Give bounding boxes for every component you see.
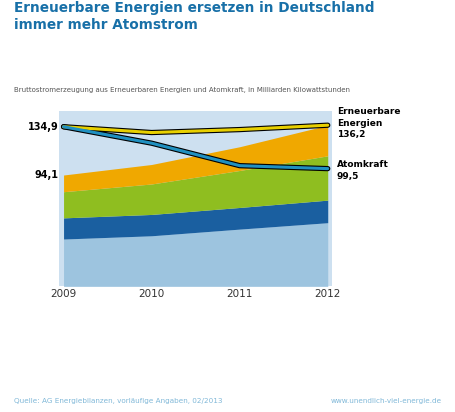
Text: Quelle: AG Energiebilanzen, vorläufige Angaben, 02/2013: Quelle: AG Energiebilanzen, vorläufige A… xyxy=(14,398,222,405)
Text: 134,9: 134,9 xyxy=(27,122,58,132)
Text: Erneuerbare
Energien
136,2: Erneuerbare Energien 136,2 xyxy=(337,107,400,139)
Text: Bruttostromerzeugung aus Erneuerbaren Energien und Atomkraft, in Milliarden Kilo: Bruttostromerzeugung aus Erneuerbaren En… xyxy=(14,87,349,93)
Text: Die Stromproduktion aus Erneuerbaren Energien
hat sich seit 2010 um rund 32 Proz: Die Stromproduktion aus Erneuerbaren Ene… xyxy=(18,290,318,327)
Text: Atomkraft
99,5: Atomkraft 99,5 xyxy=(337,160,389,181)
Text: 94,1: 94,1 xyxy=(34,170,58,180)
Text: www.unendlich-viel-energie.de: www.unendlich-viel-energie.de xyxy=(330,398,441,405)
Text: Erneuerbare Energien ersetzen in Deutschland
immer mehr Atomstrom: Erneuerbare Energien ersetzen in Deutsch… xyxy=(14,1,374,32)
